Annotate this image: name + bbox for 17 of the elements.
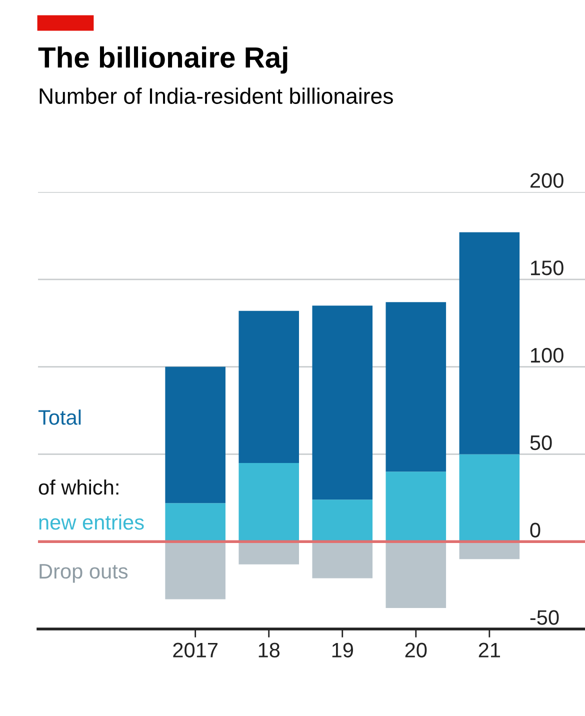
y-tick-label: 200 [530, 173, 564, 188]
y-tick-label: 0 [530, 522, 540, 538]
x-tick-label: 21 [478, 642, 500, 658]
y-tick-label: -50 [530, 610, 559, 625]
chart-subtitle: Number of India-resident billionaires [40, 88, 393, 104]
chart-title: The billionaire Raj [38, 46, 288, 74]
x-tick-label: 18 [258, 642, 280, 658]
series-label: Drop outs [40, 564, 128, 583]
x-tick-label: 19 [332, 642, 353, 658]
y-tick-label: 150 [531, 260, 564, 276]
y-tick-label: 100 [531, 348, 564, 363]
series-label: new entries [39, 514, 144, 530]
text: of which: [38, 479, 118, 495]
y-tick-label: 50 [530, 435, 552, 450]
text: Total [38, 410, 81, 425]
x-tick-label: 20 [405, 642, 427, 658]
x-tick-label: 2017 [173, 642, 218, 658]
